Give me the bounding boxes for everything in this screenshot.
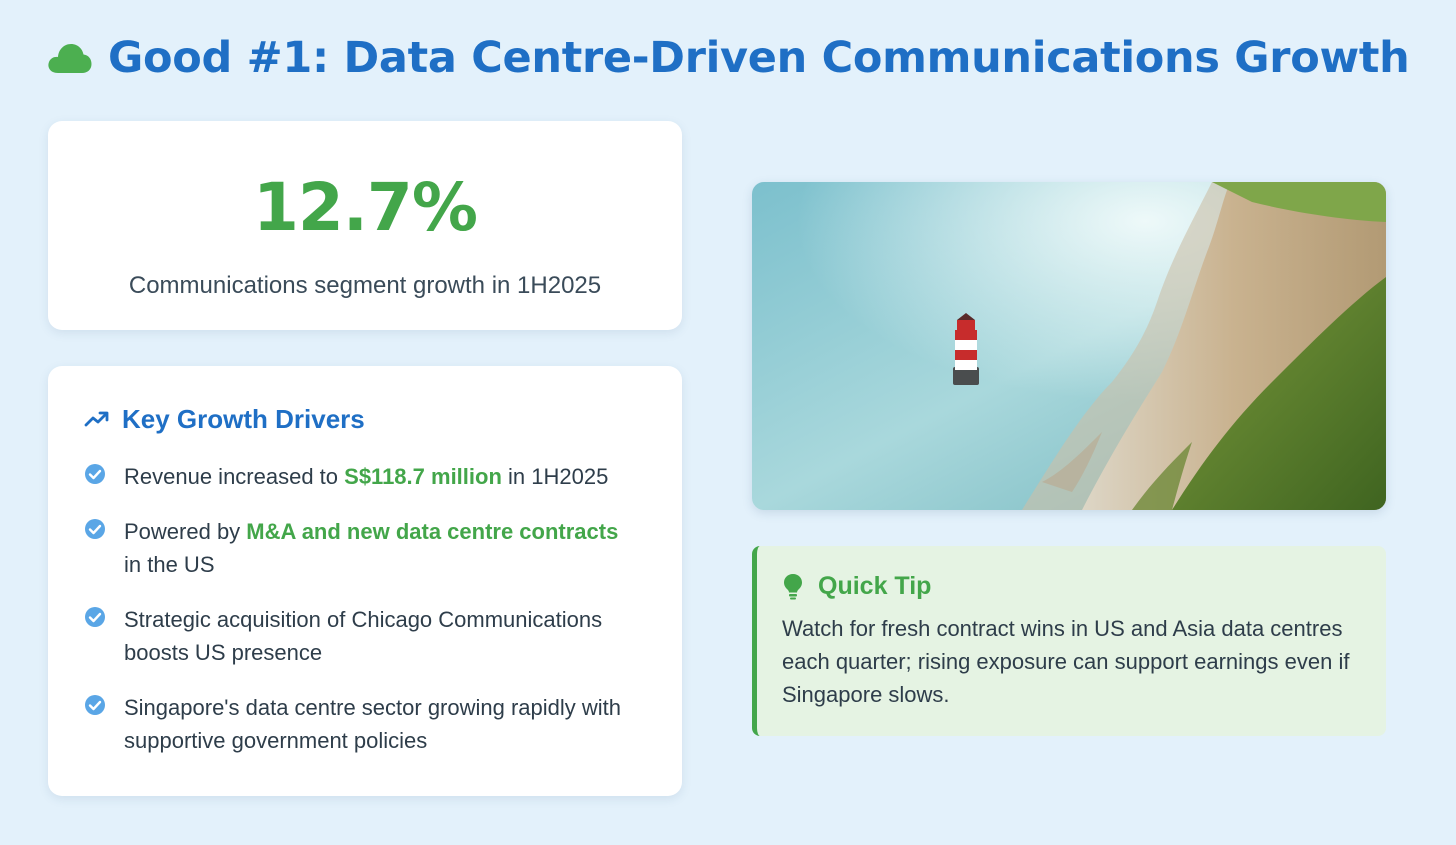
check-circle-icon: [85, 519, 105, 539]
drivers-header: Key Growth Drivers: [84, 402, 646, 436]
driver-text: Strategic acquisition of Chicago Communi…: [124, 603, 634, 669]
tip-body: Watch for fresh contract wins in US and …: [782, 616, 1350, 707]
driver-text-part: Singapore's data centre sector growing r…: [124, 695, 622, 753]
list-item: Powered by M&A and new data centre contr…: [84, 515, 646, 581]
tip-header: Quick Tip: [782, 570, 1362, 602]
quick-tip-panel: Quick Tip Watch for fresh contract wins …: [752, 546, 1386, 736]
driver-highlight: S$118.7 million: [344, 464, 502, 489]
page-title: Good #1: Data Centre-Driven Communicatio…: [108, 33, 1410, 83]
driver-text-part: Strategic acquisition of Chicago Communi…: [124, 607, 603, 665]
list-item: Singapore's data centre sector growing r…: [84, 691, 646, 757]
driver-text: Powered by M&A and new data centre contr…: [124, 515, 634, 581]
check-circle-icon: [85, 607, 105, 627]
driver-text-part: Revenue increased to: [124, 464, 345, 489]
drivers-title: Key Growth Drivers: [122, 404, 365, 434]
page-header: Good #1: Data Centre-Driven Communicatio…: [46, 30, 1410, 86]
check-circle-icon: [85, 464, 105, 484]
stat-caption: Communications segment growth in 1H2025: [128, 272, 602, 299]
tip-title: Quick Tip: [818, 572, 932, 600]
list-item: Strategic acquisition of Chicago Communi…: [84, 603, 646, 669]
driver-highlight: M&A and new data centre contracts: [246, 519, 619, 544]
growth-drivers-card: Key Growth Drivers Revenue increased to …: [48, 366, 682, 796]
stat-value: 12.7%: [253, 169, 478, 246]
trending-up-icon: [84, 411, 109, 427]
list-item: Revenue increased to S$118.7 million in …: [84, 460, 646, 493]
driver-text: Revenue increased to S$118.7 million in …: [124, 460, 634, 493]
check-circle-icon: [85, 695, 105, 715]
driver-text-part: in the US: [124, 552, 215, 577]
cloud-icon: [48, 44, 92, 73]
driver-text: Singapore's data centre sector growing r…: [124, 691, 634, 757]
lighthouse-cliff-image: [752, 182, 1386, 510]
driver-text-part: Powered by: [124, 519, 247, 544]
lighthouse-photo: [752, 182, 1386, 510]
drivers-list: Revenue increased to S$118.7 million in …: [84, 460, 646, 757]
lightbulb-icon: [784, 574, 802, 600]
stat-card: 12.7% Communications segment growth in 1…: [48, 121, 682, 330]
driver-text-part: in 1H2025: [501, 464, 609, 489]
